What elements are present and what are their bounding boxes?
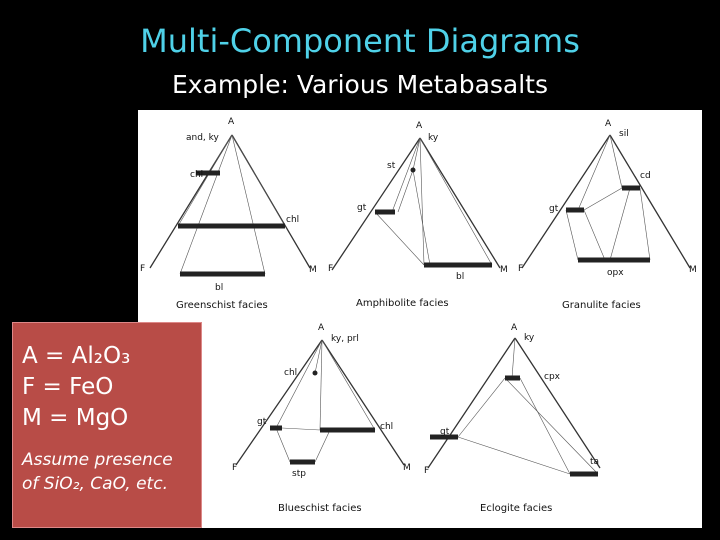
label: and, ky — [186, 133, 220, 143]
greenschist-diagram: A and, ky chl chl bl F M Greenschist fac… — [140, 117, 317, 311]
facies-label: Granulite facies — [562, 300, 641, 311]
facies-label: Blueschist facies — [278, 503, 362, 514]
label: bl — [456, 272, 464, 282]
label: bl — [215, 283, 223, 293]
label: sil — [619, 129, 629, 139]
label: A — [228, 117, 235, 127]
label: opx — [607, 268, 624, 278]
facies-label: Eclogite facies — [480, 503, 552, 514]
amphibolite-diagram: A ky st gt bl F M Amphibolite facies — [328, 121, 508, 309]
label: chl — [286, 215, 299, 225]
label: cpx — [544, 372, 561, 382]
label: ky — [428, 133, 439, 143]
label: gt — [357, 203, 367, 213]
label: M — [403, 463, 411, 473]
legend-box: A = Al₂O₃ F = FeO M = MgO Assume presenc… — [12, 322, 202, 528]
label: F — [328, 264, 333, 274]
legend-line: M = MgO — [22, 405, 129, 431]
blueschist-diagram: A ky, prl chl gt chl stp F M Blueschist … — [232, 323, 411, 514]
label: F — [518, 264, 523, 274]
legend-line: F = FeO — [22, 374, 114, 400]
label: gt — [440, 427, 450, 437]
label: chl — [190, 170, 203, 180]
label: chl — [284, 368, 297, 378]
facies-label: Amphibolite facies — [356, 298, 449, 309]
label: A — [605, 119, 612, 129]
legend-line: A = Al₂O₃ — [22, 343, 131, 369]
label: M — [689, 265, 697, 275]
granulite-diagram: A sil cd gt opx F M Granulite facies — [518, 119, 697, 311]
label: F — [424, 466, 429, 476]
label: ky, prl — [331, 334, 359, 344]
slide-title: Multi-Component Diagrams — [140, 22, 580, 60]
label: A — [416, 121, 423, 131]
label: st — [387, 161, 396, 171]
legend-note: of SiO₂, CaO, etc. — [22, 474, 168, 494]
facies-label: Greenschist facies — [176, 300, 268, 311]
label: F — [140, 264, 145, 274]
figure-background — [138, 110, 702, 528]
label: ta — [590, 457, 599, 467]
label: ky — [524, 333, 535, 343]
label: gt — [257, 417, 267, 427]
legend-note: Assume presence — [22, 450, 173, 470]
label: cd — [640, 171, 651, 181]
label: M — [309, 265, 317, 275]
label: chl — [380, 422, 393, 432]
label: F — [232, 463, 237, 473]
label: A — [511, 323, 518, 333]
eclogite-diagram: A ky cpx gt ta F Eclogite facies — [424, 323, 601, 514]
slide-subtitle: Example: Various Metabasalts — [171, 70, 549, 99]
label: stp — [292, 469, 306, 479]
label: gt — [549, 204, 559, 214]
label: A — [318, 323, 325, 333]
label: M — [500, 265, 508, 275]
